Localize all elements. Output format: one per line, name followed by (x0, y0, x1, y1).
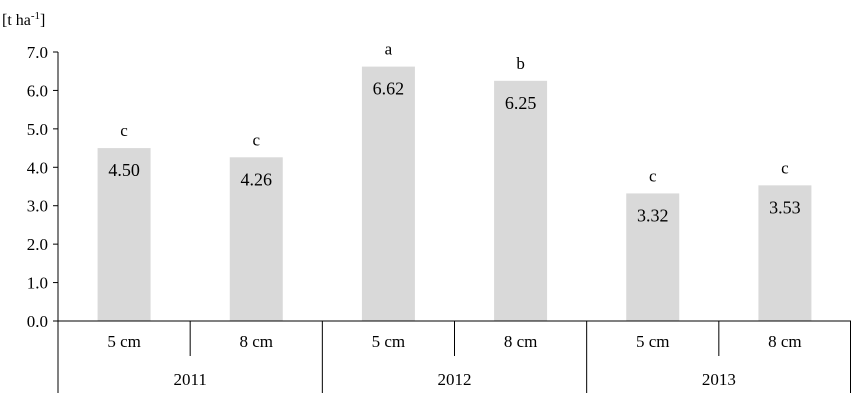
y-tick-label: 2.0 (27, 235, 48, 254)
significance-letter: b (516, 54, 525, 73)
x-group-label: 2013 (702, 370, 736, 389)
bar (361, 66, 415, 321)
y-tick-label: 5.0 (27, 120, 48, 139)
x-category-label: 5 cm (372, 332, 406, 351)
bar-value-label: 4.26 (241, 169, 273, 189)
bar (494, 80, 548, 321)
bar (229, 157, 283, 321)
bar-value-label: 4.50 (108, 160, 140, 180)
x-category-label: 8 cm (768, 332, 802, 351)
x-category-label: 5 cm (636, 332, 670, 351)
y-axis: 0.0 1.0 2.0 3.0 4.0 5.0 6.0 7.0 (27, 43, 59, 331)
x-group-label: 2011 (173, 370, 206, 389)
significance-letter: a (385, 40, 393, 59)
bar-value-label: 3.32 (637, 205, 669, 225)
y-tick-label: 3.0 (27, 197, 48, 216)
x-group-label: 2012 (438, 370, 472, 389)
bar-value-label: 6.62 (373, 79, 405, 99)
y-tick-label: 7.0 (27, 43, 48, 62)
y-axis-unit-label: [t ha-1] (2, 10, 45, 29)
x-category-label: 8 cm (504, 332, 538, 351)
significance-letter: c (649, 166, 657, 185)
x-category-label: 8 cm (239, 332, 273, 351)
bar (97, 148, 151, 321)
y-tick-label: 1.0 (27, 274, 48, 293)
bar (626, 193, 680, 321)
significance-letter: c (252, 130, 260, 149)
x-axis: 5 cm 8 cm 5 cm 8 cm 5 cm 8 cm 2011 2012 2013 (57, 320, 851, 393)
y-tick-label: 4.0 (27, 158, 48, 177)
significance-letter: c (120, 121, 128, 140)
bar (758, 185, 812, 321)
y-tick-label: 0.0 (27, 312, 48, 331)
y-tick-label: 6.0 (27, 81, 48, 100)
bar-value-label: 6.25 (505, 93, 537, 113)
x-category-label: 5 cm (107, 332, 141, 351)
bar-value-label: 3.53 (769, 197, 801, 217)
significance-letter: c (781, 158, 789, 177)
bars-layer: 4.50 c 4.26 c 6.62 a 6.25 b 3.32 c 3.53 c (97, 40, 812, 321)
